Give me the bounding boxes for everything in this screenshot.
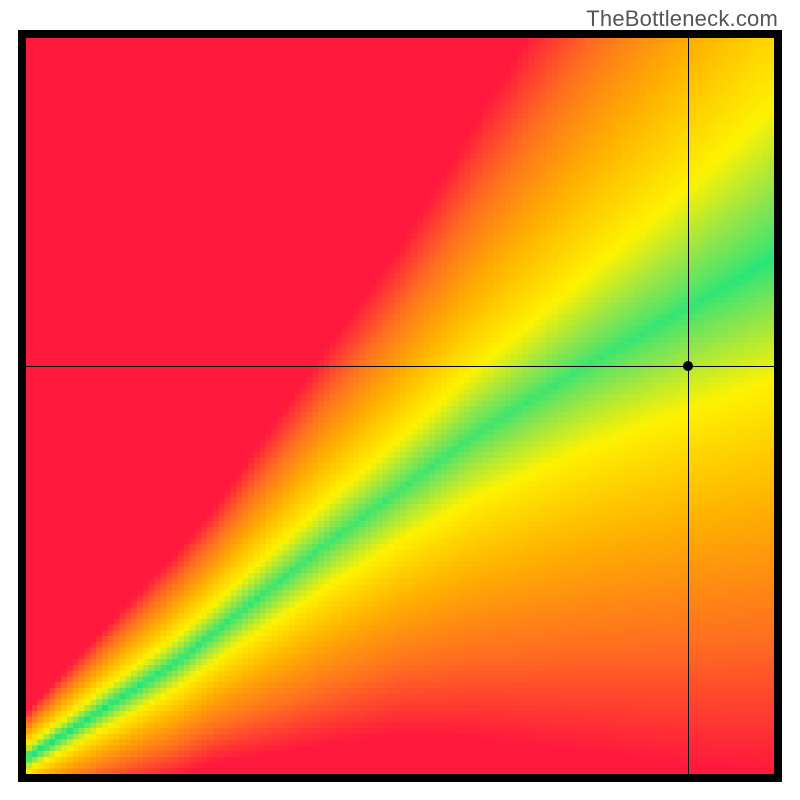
plot-area	[26, 38, 774, 774]
crosshair-horizontal	[26, 366, 774, 367]
crosshair-marker	[683, 361, 693, 371]
plot-frame	[18, 30, 782, 782]
heatmap-canvas	[26, 38, 774, 774]
crosshair-vertical	[688, 38, 689, 774]
watermark-text: TheBottleneck.com	[586, 6, 778, 32]
